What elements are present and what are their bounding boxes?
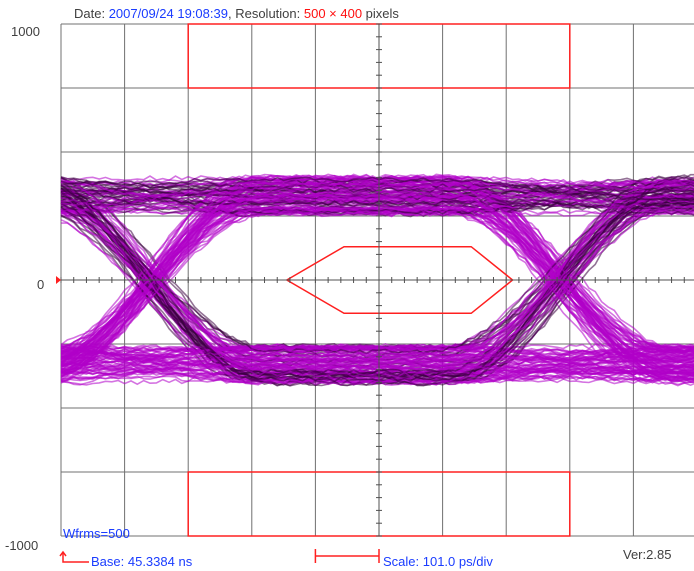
chart-header: Date: 2007/09/24 19:08:39, Resolution: 5… [74, 6, 399, 21]
header-separator: , [227, 6, 236, 21]
timebase-label: Base: 45.3384 ns [91, 554, 193, 569]
version-label: Ver:2.85 [623, 547, 672, 562]
waveform-count-label: Wfrms=500 [63, 526, 130, 541]
y-tick-label-zero: 0 [37, 277, 45, 292]
date-label: Date: [74, 6, 109, 21]
y-tick-label-top: 1000 [11, 24, 40, 39]
resolution-unit: pixels [362, 6, 399, 21]
center-axes [60, 23, 694, 537]
zero-level-marker [56, 276, 61, 284]
scale-label: Scale: 101.0 ps/div [383, 554, 493, 569]
timebase-marker [62, 553, 89, 563]
timebase-arrow [59, 550, 67, 557]
date-value: 2007/09/24 19:08:39 [108, 6, 228, 21]
resolution-value: 500 × 400 [303, 6, 363, 21]
markers [56, 276, 380, 563]
y-tick-label-bottom: -1000 [5, 538, 39, 553]
resolution-label: Resolution: [235, 6, 304, 21]
